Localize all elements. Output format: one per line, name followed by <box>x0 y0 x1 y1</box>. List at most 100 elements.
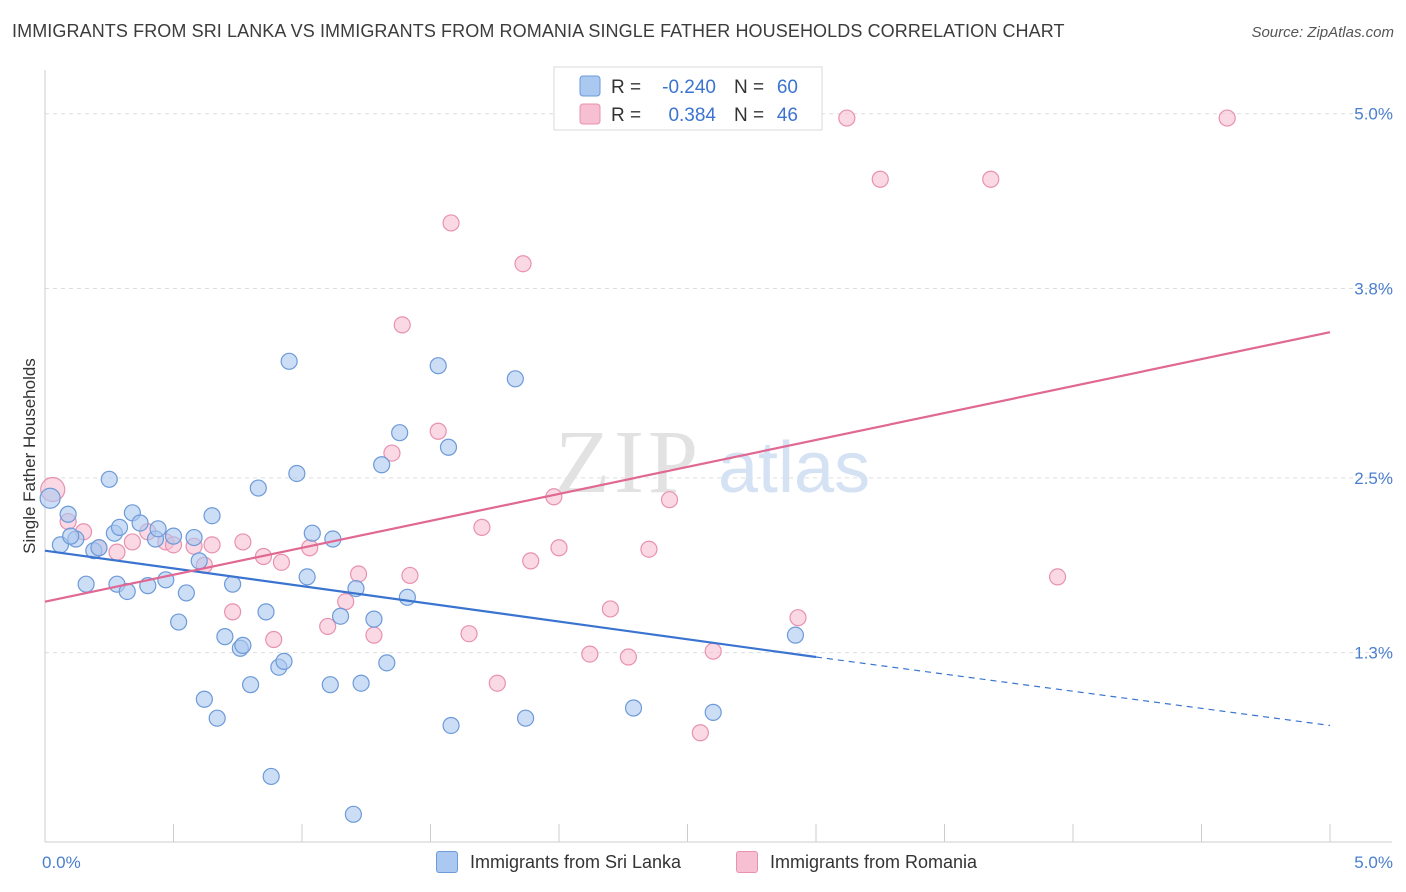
y-tick-label: 5.0% <box>1354 105 1393 124</box>
romania-point <box>383 444 401 462</box>
romania-point <box>401 566 419 585</box>
sri-lanka-point <box>442 716 460 735</box>
sri-lanka-point <box>398 588 416 606</box>
sri-lanka-point <box>429 357 447 375</box>
romania-point <box>789 609 807 627</box>
sri-lanka-point <box>506 370 524 388</box>
sri-lanka-trend-extension <box>815 656 1331 727</box>
romania-point <box>393 316 411 334</box>
watermark-zip: ZIP <box>555 413 702 512</box>
inset-r-value-sri-lanka: -0.240 <box>662 77 716 98</box>
sri-lanka-point <box>391 424 409 442</box>
romania-point <box>123 533 141 551</box>
romania-point <box>429 422 447 440</box>
romania-point <box>203 536 221 554</box>
sri-lanka-point <box>170 613 188 631</box>
sri-lanka-point <box>321 676 339 694</box>
sri-lanka-point <box>439 438 458 456</box>
romania-point <box>272 553 291 571</box>
romania-point <box>108 543 126 561</box>
sri-lanka-point <box>352 674 370 692</box>
tick-labels: 1.3% 2.5% 3.8% 5.0% 0.0% 5.0% <box>42 105 1393 872</box>
sri-lanka-trend-line <box>44 549 817 659</box>
romania-point <box>473 518 491 536</box>
sri-lanka-point <box>62 527 80 545</box>
legend-swatch-romania <box>736 851 758 873</box>
sri-lanka-point <box>288 464 306 483</box>
watermark-atlas: atlas <box>718 428 870 508</box>
sri-lanka-point <box>280 352 298 370</box>
sri-lanka-point <box>786 626 805 644</box>
sri-lanka-point <box>234 636 252 654</box>
legend-swatch-sri-lanka <box>436 851 458 873</box>
chart-title: IMMIGRANTS FROM SRI LANKA VS IMMIGRANTS … <box>12 21 1065 41</box>
sri-lanka-point <box>77 575 95 593</box>
romania-point <box>660 491 679 509</box>
sri-lanka-point <box>164 527 183 545</box>
sri-lanka-point <box>262 767 280 786</box>
inset-r-label-sri-lanka: R = <box>611 77 641 98</box>
sri-lanka-point <box>203 507 221 525</box>
axes <box>44 70 1392 843</box>
sri-lanka-point <box>373 456 391 474</box>
sri-lanka-point <box>177 584 195 602</box>
sri-lanka-point <box>624 699 643 717</box>
sri-lanka-points <box>39 352 805 823</box>
inset-r-label-romania: R = <box>611 105 641 126</box>
romania-trend-line <box>44 331 1331 603</box>
romania-point <box>265 630 283 649</box>
inset-legend: R = -0.240 N = 60 R = 0.384 N = 46 <box>553 66 823 131</box>
sri-lanka-point <box>190 552 208 570</box>
romania-point <box>619 648 637 666</box>
sri-lanka-point <box>208 709 226 727</box>
romania-point <box>522 552 540 570</box>
sri-lanka-point <box>242 676 260 694</box>
inset-n-value-sri-lanka: 60 <box>777 77 798 98</box>
sri-lanka-point <box>59 505 77 523</box>
romania-point <box>460 625 478 643</box>
romania-point <box>838 109 856 127</box>
romania-point <box>691 724 709 742</box>
y-tick-label: 3.8% <box>1354 279 1393 298</box>
legend-item-sri-lanka[interactable]: Immigrants from Sri Lanka <box>436 851 681 873</box>
inset-swatch-sri-lanka <box>579 75 601 97</box>
sri-lanka-point <box>224 575 242 593</box>
inset-n-value-romania: 46 <box>777 105 798 126</box>
sri-lanka-point <box>298 568 316 586</box>
y-tick-label: 1.3% <box>1354 644 1393 663</box>
sri-lanka-point <box>110 518 129 536</box>
romania-point <box>514 255 532 273</box>
x-tick-label: 0.0% <box>42 853 81 872</box>
sri-lanka-point <box>90 539 108 557</box>
romania-point <box>488 674 506 692</box>
romania-point <box>550 539 568 557</box>
sri-lanka-point <box>185 528 203 547</box>
sri-lanka-point <box>303 524 321 542</box>
romania-point <box>224 603 242 621</box>
romania-point <box>640 540 658 558</box>
sri-lanka-point <box>704 703 722 721</box>
romania-point <box>349 565 368 583</box>
inset-n-label-sri-lanka: N = <box>734 77 764 98</box>
sri-lanka-point <box>331 607 350 625</box>
sri-lanka-point <box>131 514 149 532</box>
romania-point <box>234 533 252 551</box>
romania-point <box>319 617 337 636</box>
sri-lanka-point <box>249 479 267 497</box>
romania-point <box>365 626 383 644</box>
sri-lanka-point <box>149 520 167 538</box>
legend-item-romania[interactable]: Immigrants from Romania <box>736 851 977 873</box>
sri-lanka-point <box>100 470 118 488</box>
romania-point <box>704 642 722 660</box>
x-tick-label: 5.0% <box>1354 853 1393 872</box>
sri-lanka-point <box>344 805 362 823</box>
sri-lanka-point <box>365 610 383 628</box>
sri-lanka-point <box>516 709 535 727</box>
romania-point <box>871 170 889 188</box>
sri-lanka-point <box>216 628 234 646</box>
sri-lanka-point <box>257 603 275 621</box>
romania-point <box>442 214 460 232</box>
y-tick-label: 2.5% <box>1354 469 1393 488</box>
romania-point <box>581 645 599 663</box>
